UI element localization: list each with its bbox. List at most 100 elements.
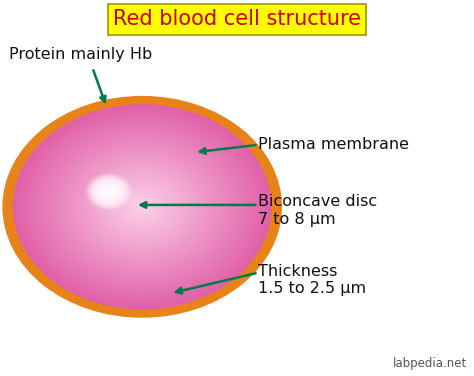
Circle shape bbox=[19, 109, 265, 304]
Circle shape bbox=[136, 202, 149, 212]
Circle shape bbox=[91, 166, 194, 248]
Circle shape bbox=[77, 156, 207, 258]
Circle shape bbox=[13, 104, 272, 309]
Circle shape bbox=[71, 150, 213, 263]
Circle shape bbox=[22, 112, 262, 302]
Circle shape bbox=[92, 167, 192, 247]
Circle shape bbox=[133, 199, 152, 214]
Circle shape bbox=[55, 138, 229, 276]
Circle shape bbox=[2, 96, 282, 318]
Ellipse shape bbox=[96, 181, 122, 202]
Circle shape bbox=[137, 203, 147, 211]
Text: labpedia.net: labpedia.net bbox=[392, 357, 467, 370]
Ellipse shape bbox=[85, 173, 132, 211]
Circle shape bbox=[87, 163, 197, 250]
Ellipse shape bbox=[91, 178, 127, 206]
Ellipse shape bbox=[85, 173, 133, 211]
Text: Biconcave disc
7 to 8 μm: Biconcave disc 7 to 8 μm bbox=[258, 194, 377, 227]
Circle shape bbox=[53, 136, 231, 277]
Circle shape bbox=[37, 123, 247, 290]
Circle shape bbox=[111, 182, 173, 231]
Circle shape bbox=[58, 140, 226, 273]
Circle shape bbox=[31, 118, 254, 295]
Ellipse shape bbox=[106, 190, 111, 194]
Circle shape bbox=[100, 173, 184, 240]
Circle shape bbox=[42, 127, 243, 287]
Ellipse shape bbox=[88, 175, 130, 208]
Ellipse shape bbox=[87, 174, 131, 209]
Circle shape bbox=[103, 176, 181, 238]
Circle shape bbox=[48, 132, 236, 281]
Ellipse shape bbox=[105, 188, 113, 195]
Circle shape bbox=[81, 158, 204, 256]
Circle shape bbox=[66, 147, 218, 267]
Ellipse shape bbox=[100, 185, 118, 199]
Circle shape bbox=[126, 194, 158, 220]
Ellipse shape bbox=[106, 189, 112, 194]
Circle shape bbox=[89, 164, 196, 249]
Circle shape bbox=[74, 153, 210, 261]
Circle shape bbox=[61, 143, 223, 271]
Circle shape bbox=[26, 114, 259, 299]
Circle shape bbox=[128, 195, 157, 218]
Ellipse shape bbox=[90, 177, 128, 207]
Text: Plasma membrane: Plasma membrane bbox=[258, 137, 410, 152]
Circle shape bbox=[116, 186, 168, 227]
Circle shape bbox=[113, 184, 171, 230]
Circle shape bbox=[119, 189, 165, 225]
Circle shape bbox=[18, 108, 267, 306]
Circle shape bbox=[107, 179, 178, 235]
Ellipse shape bbox=[99, 183, 119, 200]
Circle shape bbox=[97, 171, 188, 243]
Ellipse shape bbox=[101, 185, 117, 198]
Circle shape bbox=[40, 126, 244, 288]
Ellipse shape bbox=[93, 179, 125, 204]
Ellipse shape bbox=[104, 188, 114, 196]
Circle shape bbox=[79, 157, 205, 257]
Circle shape bbox=[47, 131, 237, 282]
Circle shape bbox=[34, 121, 251, 293]
Circle shape bbox=[36, 122, 249, 291]
Circle shape bbox=[124, 193, 160, 221]
Circle shape bbox=[29, 117, 255, 297]
Ellipse shape bbox=[91, 177, 127, 206]
Circle shape bbox=[73, 152, 212, 262]
Ellipse shape bbox=[86, 174, 132, 210]
Text: Red blood cell structure: Red blood cell structure bbox=[113, 9, 361, 29]
Circle shape bbox=[82, 159, 202, 254]
Ellipse shape bbox=[103, 187, 115, 197]
Circle shape bbox=[76, 154, 209, 259]
Circle shape bbox=[64, 145, 220, 268]
Text: Thickness
1.5 to 2.5 μm: Thickness 1.5 to 2.5 μm bbox=[258, 264, 366, 296]
Circle shape bbox=[105, 177, 179, 236]
Circle shape bbox=[21, 111, 264, 303]
Circle shape bbox=[50, 133, 235, 280]
Ellipse shape bbox=[92, 179, 126, 205]
Circle shape bbox=[123, 191, 162, 222]
Circle shape bbox=[94, 168, 191, 245]
Circle shape bbox=[69, 149, 215, 265]
Circle shape bbox=[141, 206, 144, 208]
Circle shape bbox=[84, 161, 201, 253]
Ellipse shape bbox=[102, 186, 116, 197]
Circle shape bbox=[121, 190, 163, 223]
Text: Protein mainly Hb: Protein mainly Hb bbox=[9, 47, 153, 62]
Circle shape bbox=[134, 200, 150, 213]
Circle shape bbox=[60, 141, 225, 272]
Circle shape bbox=[27, 116, 257, 298]
Circle shape bbox=[39, 125, 246, 289]
Circle shape bbox=[52, 135, 233, 279]
Ellipse shape bbox=[97, 182, 121, 202]
Circle shape bbox=[115, 185, 170, 229]
Ellipse shape bbox=[95, 181, 123, 203]
Ellipse shape bbox=[98, 183, 120, 201]
Circle shape bbox=[68, 148, 217, 266]
Circle shape bbox=[63, 144, 221, 270]
Circle shape bbox=[32, 120, 252, 294]
Ellipse shape bbox=[107, 190, 111, 193]
Ellipse shape bbox=[89, 176, 129, 208]
Circle shape bbox=[118, 188, 166, 226]
Circle shape bbox=[129, 197, 155, 217]
Circle shape bbox=[86, 162, 199, 252]
Circle shape bbox=[24, 113, 260, 300]
